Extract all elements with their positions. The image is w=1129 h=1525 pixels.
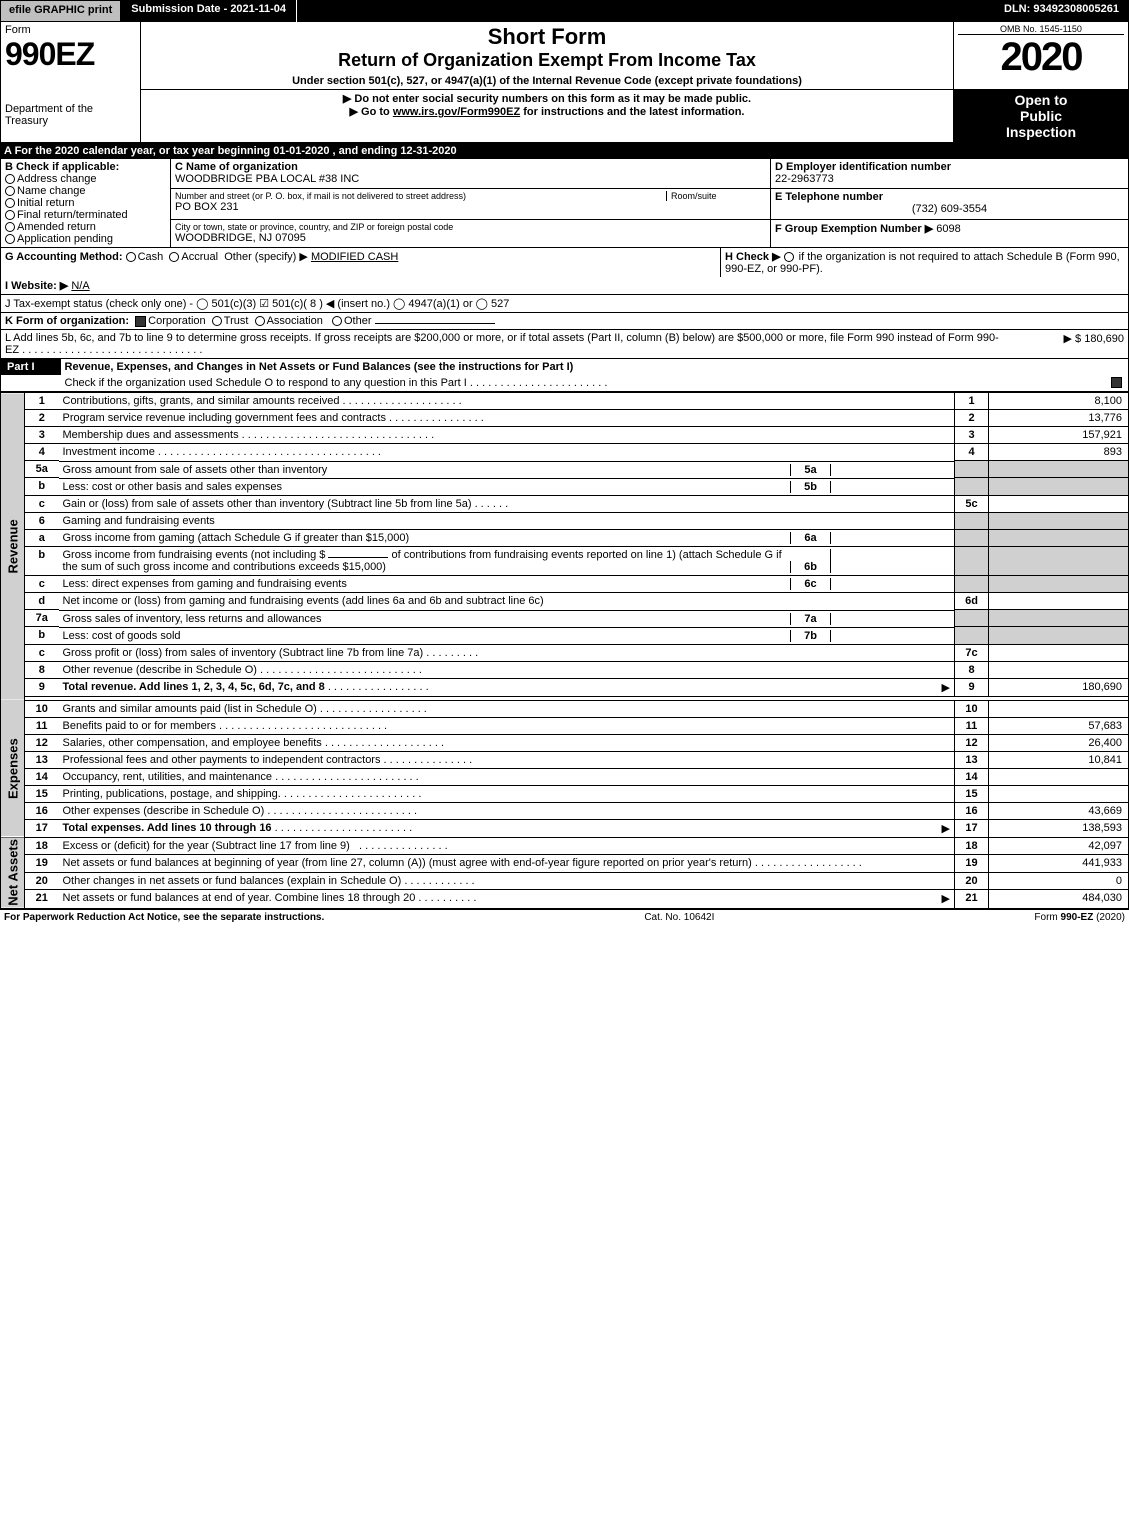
- line-a-taxyear: A For the 2020 calendar year, or tax yea…: [0, 143, 1129, 159]
- note-goto: ▶ Go to www.irs.gov/Form990EZ for instru…: [145, 105, 949, 118]
- val-6d: [989, 593, 1129, 610]
- part-1-table: Revenue 1 Contributions, gifts, grants, …: [0, 392, 1129, 909]
- val-20: 0: [989, 872, 1129, 890]
- open-to-public: Open to Public Inspection: [954, 90, 1129, 143]
- acct-other-val: MODIFIED CASH: [311, 251, 398, 263]
- line-j: J Tax-exempt status (check only one) - ◯…: [0, 294, 1129, 312]
- val-5c: [989, 495, 1129, 512]
- chk-amended-return[interactable]: [5, 222, 15, 232]
- chk-trust[interactable]: [212, 316, 222, 326]
- box-e-label: E Telephone number: [775, 191, 1124, 203]
- form-header: Form 990EZ Department of the Treasury Sh…: [0, 22, 1129, 143]
- val-8: [989, 661, 1129, 678]
- telephone: (732) 609-3554: [775, 203, 1124, 215]
- line-k-label: K Form of organization:: [5, 315, 129, 327]
- org-street: PO BOX 231: [175, 201, 766, 213]
- val-13: 10,841: [989, 751, 1129, 768]
- chk-association[interactable]: [255, 316, 265, 326]
- gross-receipts: 180,690: [1084, 333, 1124, 345]
- val-18: 42,097: [989, 837, 1129, 855]
- box-b-label: B Check if applicable:: [5, 161, 166, 173]
- top-bar: efile GRAPHIC print Submission Date - 20…: [0, 0, 1129, 22]
- form-word: Form: [5, 24, 136, 36]
- line-l-arrow: ▶ $: [1064, 333, 1082, 345]
- val-15: [989, 785, 1129, 802]
- val-3: 157,921: [989, 427, 1129, 444]
- net-assets-tab: Net Assets: [1, 837, 25, 909]
- box-c-label: C Name of organization: [175, 161, 766, 173]
- chk-corporation[interactable]: [135, 316, 146, 327]
- expenses-tab: Expenses: [1, 700, 25, 837]
- title-under: Under section 501(c), 527, or 4947(a)(1)…: [145, 75, 949, 87]
- acct-cash[interactable]: [126, 252, 136, 262]
- val-10: [989, 700, 1129, 717]
- efile-print-button[interactable]: efile GRAPHIC print: [0, 0, 121, 22]
- org-name: WOODBRIDGE PBA LOCAL #38 INC: [175, 173, 766, 185]
- line-l-text: L Add lines 5b, 6c, and 7b to line 9 to …: [5, 332, 1004, 356]
- page-footer: For Paperwork Reduction Act Notice, see …: [0, 909, 1129, 925]
- box-f-label: F Group Exemption Number ▶: [775, 223, 933, 235]
- part-1-check-note: Check if the organization used Schedule …: [65, 377, 1112, 389]
- acct-accrual[interactable]: [169, 252, 179, 262]
- note-ssn: ▶ Do not enter social security numbers o…: [145, 92, 949, 105]
- footer-cat: Cat. No. 10642I: [644, 912, 714, 923]
- dln: DLN: 93492308005261: [994, 0, 1129, 22]
- val-21: 484,030: [989, 890, 1129, 909]
- val-2: 13,776: [989, 410, 1129, 427]
- chk-other-org[interactable]: [332, 316, 342, 326]
- footer-left: For Paperwork Reduction Act Notice, see …: [4, 912, 324, 923]
- part-1-heading: Revenue, Expenses, and Changes in Net As…: [61, 359, 1129, 376]
- chk-final-return[interactable]: [5, 210, 15, 220]
- tax-year: 2020: [958, 34, 1124, 80]
- val-17: 138,593: [989, 819, 1129, 837]
- org-city: WOODBRIDGE, NJ 07095: [175, 232, 766, 244]
- city-label: City or town, state or province, country…: [175, 222, 766, 232]
- title-return: Return of Organization Exempt From Incom…: [145, 50, 949, 71]
- val-7c: [989, 644, 1129, 661]
- irs-link[interactable]: www.irs.gov/Form990EZ: [393, 106, 520, 118]
- org-info-block: B Check if applicable: Address change Na…: [0, 159, 1129, 248]
- form-number: 990EZ: [5, 36, 136, 73]
- val-4: 893: [989, 444, 1129, 461]
- chk-schedule-o-part1[interactable]: [1111, 377, 1122, 388]
- chk-address-change[interactable]: [5, 174, 15, 184]
- chk-initial-return[interactable]: [5, 198, 15, 208]
- box-d-label: D Employer identification number: [775, 161, 1124, 173]
- part-1-label: Part I: [1, 359, 61, 376]
- revenue-tab: Revenue: [1, 393, 25, 701]
- group-exemption: 6098: [936, 223, 960, 235]
- val-11: 57,683: [989, 717, 1129, 734]
- ein: 22-2963773: [775, 173, 1124, 185]
- val-19: 441,933: [989, 855, 1129, 873]
- line-i-label: I Website: ▶: [5, 280, 68, 292]
- chk-application-pending[interactable]: [5, 234, 15, 244]
- title-short-form: Short Form: [145, 24, 949, 50]
- website: N/A: [71, 280, 89, 292]
- val-9: 180,690: [989, 678, 1129, 696]
- line-h-label: H Check ▶: [725, 251, 781, 263]
- submission-date: Submission Date - 2021-11-04: [121, 0, 297, 22]
- omb-number: OMB No. 1545-1150: [958, 24, 1124, 34]
- chk-name-change[interactable]: [5, 186, 15, 196]
- room-suite-label: Room/suite: [666, 191, 766, 201]
- val-14: [989, 768, 1129, 785]
- val-1: 8,100: [989, 393, 1129, 410]
- dept-treasury: Department of the Treasury: [5, 103, 136, 127]
- footer-right: Form 990-EZ (2020): [1034, 912, 1125, 923]
- street-label: Number and street (or P. O. box, if mail…: [175, 191, 666, 201]
- line-g-label: G Accounting Method:: [5, 251, 123, 263]
- chk-schedule-b[interactable]: [784, 252, 794, 262]
- val-16: 43,669: [989, 802, 1129, 819]
- val-12: 26,400: [989, 734, 1129, 751]
